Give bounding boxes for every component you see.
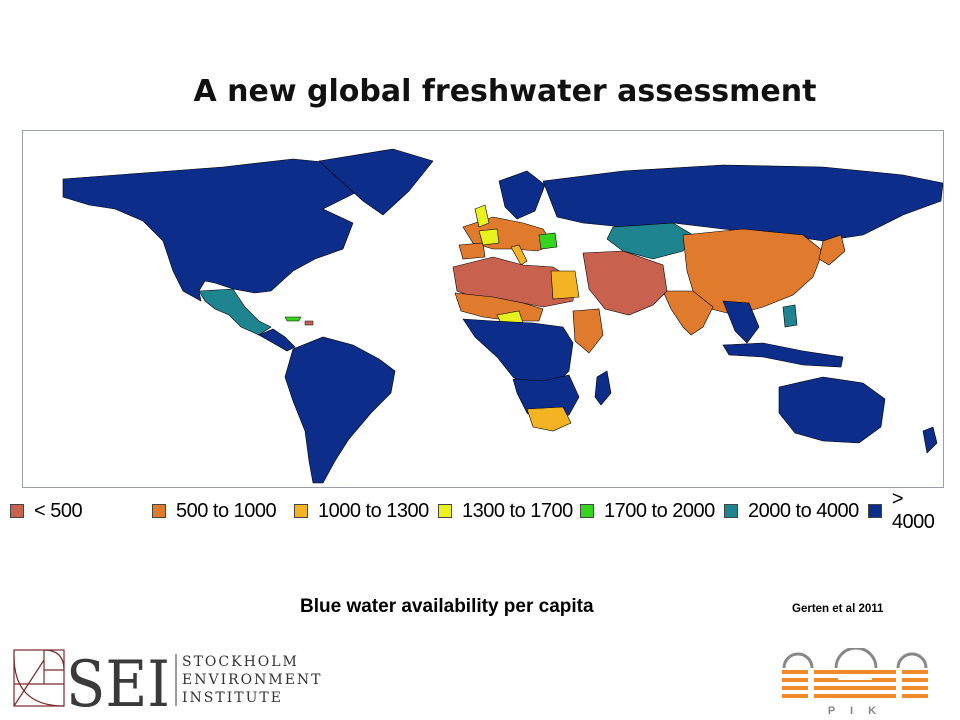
region-central-america: [258, 328, 296, 352]
region-madagascar: [594, 370, 612, 406]
legend-label: 2000 to 4000: [748, 499, 859, 522]
legend-label: > 4000: [891, 488, 935, 533]
region-new-zealand: [922, 426, 938, 454]
region-india: [662, 290, 714, 336]
legend-item: > 4000: [868, 488, 950, 533]
region-south-america: [284, 336, 396, 484]
region-egypt: [550, 270, 580, 300]
citation: Gerten et al 2011: [792, 603, 884, 615]
region-south-africa: [526, 406, 572, 432]
region-italy: [510, 244, 528, 266]
region-russia: [542, 164, 943, 242]
pik-logo: P I K: [782, 648, 928, 717]
world-map: [22, 130, 944, 488]
region-greenland: [318, 148, 434, 216]
map-subtitle: Blue water availability per capita: [300, 596, 594, 617]
legend-swatch: [868, 504, 882, 518]
sei-line-2: ENVIRONMENT: [182, 672, 323, 688]
region-southeast-asia: [722, 300, 760, 344]
region-spain: [458, 242, 486, 260]
legend-label: 1700 to 2000: [604, 499, 715, 522]
region-indonesia: [722, 342, 844, 368]
region-france: [478, 228, 500, 246]
sei-logo: SEI STOCKHOLM ENVIRONMENT INSTITUTE: [13, 648, 323, 710]
legend-swatch: [152, 504, 166, 518]
region-mexico: [198, 288, 272, 336]
pik-building-icon: [782, 648, 928, 700]
sei-spiral-icon: [13, 649, 65, 707]
region-australia: [778, 376, 886, 444]
region-japan: [818, 234, 846, 266]
region-sahel: [454, 292, 544, 322]
legend-swatch: [580, 504, 594, 518]
legend-item: < 500: [10, 498, 83, 524]
legend-swatch: [724, 504, 738, 518]
region-caribbean: [284, 316, 302, 322]
region-middle-east: [582, 250, 668, 316]
region-east-africa: [572, 308, 604, 354]
region-central-asia: [606, 222, 694, 260]
legend-item: 1700 to 2000: [580, 498, 715, 524]
legend-item: 1000 to 1300: [294, 498, 429, 524]
world-map-svg: [62, 148, 943, 484]
legend-item: 500 to 1000: [152, 498, 277, 524]
sei-line-3: INSTITUTE: [182, 690, 283, 706]
legend-label: < 500: [34, 499, 83, 522]
page-title: A new global freshwater assessment: [193, 74, 817, 109]
region-caribbean-2: [304, 320, 314, 326]
legend-label: 500 to 1000: [176, 499, 277, 522]
region-china: [682, 228, 824, 316]
legend-swatch: [294, 504, 308, 518]
region-uk: [474, 204, 490, 228]
region-scandinavia: [498, 170, 546, 220]
legend-label: 1300 to 1700: [462, 499, 573, 522]
region-balkans: [538, 232, 558, 250]
region-north-america: [62, 158, 364, 302]
legend-swatch: [10, 504, 24, 518]
map-legend: < 500 500 to 1000 1000 to 1300 1300 to 1…: [10, 488, 950, 533]
pik-letters: P I K: [828, 705, 882, 717]
legend-item: 2000 to 4000: [724, 498, 859, 524]
region-philippines: [782, 304, 798, 328]
legend-label: 1000 to 1300: [318, 499, 429, 522]
legend-item: 1300 to 1700: [438, 498, 573, 524]
sei-line-1: STOCKHOLM: [182, 654, 299, 670]
legend-swatch: [438, 504, 452, 518]
sei-letters: SEI: [66, 648, 170, 710]
